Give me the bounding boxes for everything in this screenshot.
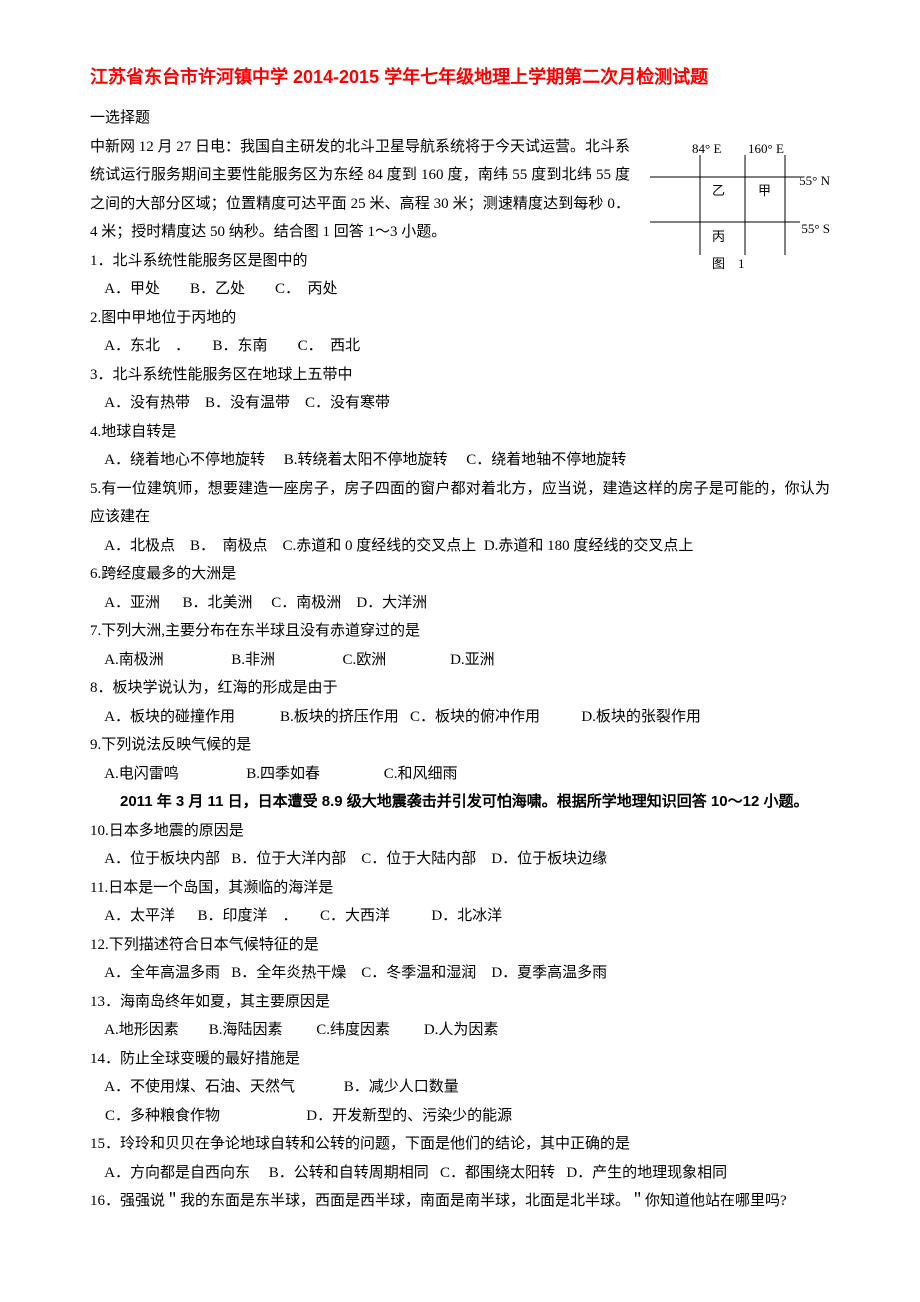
q6-opt-b: B．北美洲 — [183, 595, 253, 611]
q7-stem: 7.下列大洲,主要分布在东半球且没有赤道穿过的是 — [90, 617, 830, 646]
q6-opt-a: A．亚洲 — [104, 595, 160, 611]
q1-opt-b: B．乙处 — [190, 281, 245, 297]
q5-opt-c: C.赤道和 0 度经线的交叉点上 — [283, 538, 477, 554]
q10-stem: 10.日本多地震的原因是 — [90, 817, 830, 846]
q12-opt-d: D．夏季高温多雨 — [491, 965, 607, 981]
q3-opt-b: B．没有温带 — [205, 395, 290, 411]
q14-stem: 14．防止全球变暖的最好措施是 — [90, 1045, 830, 1074]
q6-stem: 6.跨经度最多的大洲是 — [90, 560, 830, 589]
q14-opt-d: D．开发新型的、污染少的能源 — [306, 1108, 512, 1124]
figure-1: 84° E 160° E 55° N 55° S 乙 甲 丙 图 1 — [640, 137, 830, 277]
q13-opt-d: D.人为因素 — [424, 1022, 499, 1038]
fig-cell-bing: 丙 — [712, 225, 725, 250]
q8-opt-a: A．板块的碰撞作用 — [104, 709, 235, 725]
q12-opt-c: C．冬季温和湿润 — [361, 965, 476, 981]
q9-opt-c: C.和风细雨 — [384, 766, 458, 782]
q14-opt-b: B．减少人口数量 — [344, 1079, 459, 1095]
q3-stem: 3．北斗系统性能服务区在地球上五带中 — [90, 361, 830, 390]
q4-opt-a: A．绕着地心不停地旋转 — [104, 452, 265, 468]
q15-opt-b: B．公转和自转周期相同 — [269, 1165, 429, 1181]
q13-opt-b: B.海陆因素 — [209, 1022, 283, 1038]
fig-lon2-label: 160° E — [748, 137, 784, 162]
q11-opt-c: C．大西洋 — [320, 908, 390, 924]
q9-stem: 9.下列说法反映气候的是 — [90, 731, 830, 760]
q7-opt-a: A.南极洲 — [104, 652, 164, 668]
q10-opt-b: B．位于大洋内部 — [231, 851, 346, 867]
q5-opt-b: B． 南极点 — [190, 538, 268, 554]
q12-opt-b: B．全年炎热干燥 — [231, 965, 346, 981]
q6-options: A．亚洲 B．北美洲 C．南极洲 D．大洋洲 — [90, 589, 830, 618]
q11-opt-a: A．太平洋 — [104, 908, 175, 924]
q2-options: A．东北 ． B．东南 C． 西北 — [90, 332, 830, 361]
q15-opt-a: A．方向都是自西向东 — [104, 1165, 250, 1181]
q11-options: A．太平洋 B．印度洋 ． C．大西洋 D．北冰洋 — [90, 902, 830, 931]
q5-options: A．北极点 B． 南极点 C.赤道和 0 度经线的交叉点上 D.赤道和 180 … — [90, 532, 830, 561]
q14-opt-a: A．不使用煤、石油、天然气 — [104, 1079, 295, 1095]
q1-opt-a: A．甲处 — [104, 281, 160, 297]
q15-options: A．方向都是自西向东 B．公转和自转周期相同 C．都围绕太阳转 D．产生的地理现… — [90, 1159, 830, 1188]
q12-stem: 12.下列描述符合日本气候特征的是 — [90, 931, 830, 960]
q11-opt-b: B．印度洋 ． — [198, 908, 298, 924]
q13-options: A.地形因素 B.海陆因素 C.纬度因素 D.人为因素 — [90, 1016, 830, 1045]
q15-stem: 15．玲玲和贝贝在争论地球自转和公转的问题，下面是他们的结论，其中正确的是 — [90, 1130, 830, 1159]
q3-opt-c: C．没有寒带 — [305, 395, 390, 411]
q10-opt-a: A．位于板块内部 — [104, 851, 220, 867]
q5-opt-d: D.赤道和 180 度经线的交叉点上 — [484, 538, 694, 554]
q7-opt-b: B.非洲 — [231, 652, 275, 668]
q5-opt-a: A．北极点 — [104, 538, 175, 554]
q12-options: A．全年高温多雨 B．全年炎热干燥 C．冬季温和湿润 D．夏季高温多雨 — [90, 959, 830, 988]
q15-opt-c: C．都围绕太阳转 — [440, 1165, 555, 1181]
q3-options: A．没有热带 B．没有温带 C．没有寒带 — [90, 389, 830, 418]
q13-opt-a: A.地形因素 — [104, 1022, 179, 1038]
q8-opt-d: D.板块的张裂作用 — [581, 709, 701, 725]
q9-opt-b: B.四季如春 — [246, 766, 320, 782]
q13-stem: 13．海南岛终年如夏，其主要原因是 — [90, 988, 830, 1017]
fig-cell-yi: 乙 — [712, 179, 725, 204]
q8-opt-c: C．板块的俯冲作用 — [410, 709, 540, 725]
q9-opt-a: A.电闪雷鸣 — [104, 766, 179, 782]
fig-lat2-label: 55° S — [801, 217, 830, 242]
q2-opt-b: B．东南 — [213, 338, 268, 354]
q11-opt-d: D．北冰洋 — [431, 908, 502, 924]
q4-opt-c: C．绕着地轴不停地旋转 — [466, 452, 626, 468]
q3-opt-a: A．没有热带 — [104, 395, 190, 411]
section-header: 一选择题 — [90, 104, 830, 133]
q6-opt-d: D．大洋洲 — [356, 595, 427, 611]
q2-opt-a: A．东北 — [104, 338, 160, 354]
q13-opt-c: C.纬度因素 — [316, 1022, 390, 1038]
q1-options: A．甲处 B．乙处 C． 丙处 — [90, 275, 830, 304]
q14-options-row1: A．不使用煤、石油、天然气 B．减少人口数量 — [90, 1073, 830, 1102]
fig-lon1-label: 84° E — [692, 137, 721, 162]
q10-opt-c: C．位于大陆内部 — [361, 851, 476, 867]
q2-dot: ． — [160, 338, 198, 354]
q6-opt-c: C．南极洲 — [271, 595, 341, 611]
q7-options: A.南极洲 B.非洲 C.欧洲 D.亚洲 — [90, 646, 830, 675]
q11-stem: 11.日本是一个岛国，其濒临的海洋是 — [90, 874, 830, 903]
q14-opt-c: C．多种粮食作物 — [105, 1108, 220, 1124]
context-paragraph-2: 2011 年 3 月 11 日，日本遭受 8.9 级大地震袭击并引发可怕海啸。根… — [90, 788, 830, 817]
q14-options-row2: C．多种粮食作物 D．开发新型的、污染少的能源 — [90, 1102, 830, 1131]
q5-stem: 5.有一位建筑师，想要建造一座房子，房子四面的窗户都对着北方，应当说，建造这样的… — [90, 475, 830, 532]
q1-opt-c: C． 丙处 — [275, 281, 338, 297]
fig-caption: 图 1 — [712, 252, 745, 277]
q7-opt-c: C.欧洲 — [343, 652, 387, 668]
q8-opt-b: B.板块的挤压作用 — [280, 709, 399, 725]
q10-options: A．位于板块内部 B．位于大洋内部 C．位于大陆内部 D．位于板块边缘 — [90, 845, 830, 874]
q4-stem: 4.地球自转是 — [90, 418, 830, 447]
q8-stem: 8．板块学说认为，红海的形成是由于 — [90, 674, 830, 703]
q9-options: A.电闪雷鸣 B.四季如春 C.和风细雨 — [90, 760, 830, 789]
exam-title: 江苏省东台市许河镇中学 2014-2015 学年七年级地理上学期第二次月检测试题 — [90, 60, 830, 94]
fig-cell-jia: 甲 — [758, 179, 771, 204]
q8-options: A．板块的碰撞作用 B.板块的挤压作用 C．板块的俯冲作用 D.板块的张裂作用 — [90, 703, 830, 732]
q16-stem: 16．强强说＂我的东面是东半球，西面是西半球，南面是南半球，北面是北半球。＂你知… — [90, 1187, 830, 1216]
q10-opt-d: D．位于板块边缘 — [491, 851, 607, 867]
q12-opt-a: A．全年高温多雨 — [104, 965, 220, 981]
fig-lat1-label: 55° N — [799, 169, 830, 194]
q4-opt-b: B.转绕着太阳不停地旋转 — [284, 452, 448, 468]
q7-opt-d: D.亚洲 — [450, 652, 495, 668]
q2-stem: 2.图中甲地位于丙地的 — [90, 304, 830, 333]
q2-opt-c: C． 西北 — [298, 338, 361, 354]
q15-opt-d: D．产生的地理现象相同 — [566, 1165, 727, 1181]
q4-options: A．绕着地心不停地旋转 B.转绕着太阳不停地旋转 C．绕着地轴不停地旋转 — [90, 446, 830, 475]
